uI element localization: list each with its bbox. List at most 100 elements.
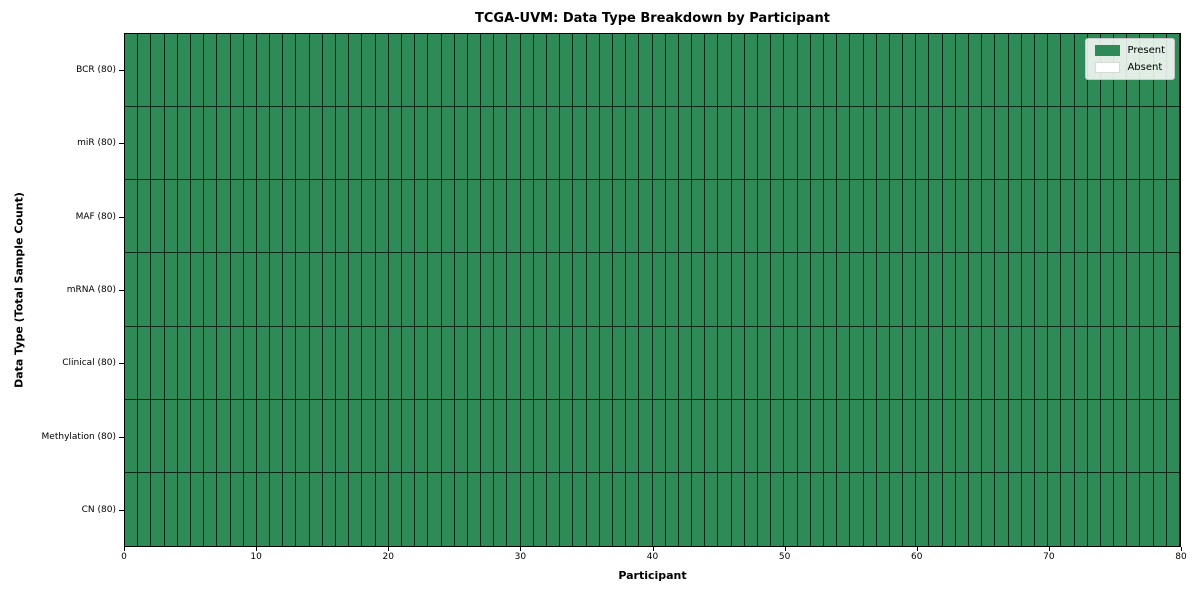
- heatmap-cell-present: [309, 399, 323, 473]
- heatmap-cell-present: [1153, 253, 1167, 327]
- heatmap-cell-present: [217, 326, 231, 400]
- heatmap-cell-present: [797, 180, 811, 254]
- heatmap-cell-present: [797, 107, 811, 181]
- heatmap-cell-present: [771, 107, 785, 181]
- heatmap-cell-present: [823, 399, 838, 473]
- heatmap-cell-present: [243, 326, 257, 400]
- heatmap-cell-present: [1061, 34, 1075, 108]
- heatmap-cell-present: [256, 34, 271, 108]
- heatmap-cell-present: [731, 472, 745, 546]
- heatmap-cell-present: [718, 399, 732, 473]
- heatmap-cell-present: [204, 253, 218, 327]
- heatmap-cell-present: [256, 399, 271, 473]
- heatmap-cell-present: [573, 472, 587, 546]
- heatmap-cell-present: [454, 399, 468, 473]
- heatmap-cell-present: [1140, 253, 1154, 327]
- heatmap-cell-present: [903, 34, 917, 108]
- heatmap-cell-present: [177, 399, 191, 473]
- heatmap-cell-present: [270, 326, 284, 400]
- heatmap-cell-present: [678, 472, 693, 546]
- heatmap-cell-present: [415, 399, 429, 473]
- heatmap-cell-present: [1021, 34, 1035, 108]
- heatmap-cell-present: [362, 326, 376, 400]
- heatmap-cell-present: [599, 326, 613, 400]
- heatmap-cell-present: [454, 34, 468, 108]
- heatmap-cell-present: [388, 107, 402, 181]
- heatmap-cell-present: [138, 399, 152, 473]
- heatmap-cell-present: [599, 34, 613, 108]
- heatmap-cell-present: [309, 472, 323, 546]
- heatmap-cell-present: [230, 107, 244, 181]
- heatmap-cell-present: [1061, 180, 1075, 254]
- heatmap-cell-present: [1153, 180, 1167, 254]
- heatmap-cell-present: [507, 399, 521, 473]
- heatmap-cell-present: [388, 472, 402, 546]
- heatmap-cell-present: [401, 472, 416, 546]
- heatmap-cell-present: [903, 472, 917, 546]
- heatmap-cell-present: [995, 472, 1009, 546]
- heatmap-cell-present: [401, 326, 416, 400]
- heatmap-cell-present: [678, 326, 693, 400]
- heatmap-cell-present: [863, 107, 877, 181]
- heatmap-cell-present: [217, 399, 231, 473]
- heatmap-cell-present: [283, 326, 297, 400]
- heatmap-cell-present: [481, 472, 495, 546]
- heatmap-cell-present: [322, 399, 336, 473]
- heatmap-cell-present: [705, 253, 719, 327]
- heatmap-cell-present: [322, 107, 336, 181]
- heatmap-cell-present: [217, 34, 231, 108]
- heatmap-cell-present: [415, 34, 429, 108]
- heatmap-cell-present: [401, 253, 416, 327]
- heatmap-cell-present: [652, 180, 666, 254]
- heatmap-cell-present: [797, 326, 811, 400]
- legend-swatch-absent: [1095, 62, 1121, 73]
- heatmap-cell-present: [322, 253, 336, 327]
- heatmap-cell-present: [560, 180, 574, 254]
- heatmap-cell-present: [771, 472, 785, 546]
- heatmap-cell-present: [138, 253, 152, 327]
- y-tick-mark: [119, 143, 124, 145]
- heatmap-cell-present: [692, 399, 706, 473]
- heatmap-cell-present: [665, 472, 679, 546]
- y-tick-label: miR (80): [77, 138, 116, 149]
- heatmap-cell-present: [296, 399, 310, 473]
- heatmap-cell-present: [1048, 472, 1062, 546]
- heatmap-cell-present: [1166, 253, 1180, 327]
- heatmap-cell-present: [428, 107, 442, 181]
- heatmap-cell-present: [995, 253, 1009, 327]
- heatmap-cell-present: [1034, 34, 1049, 108]
- y-tick-label: CN (80): [81, 505, 116, 516]
- heatmap-cell-present: [362, 180, 376, 254]
- heatmap-cell-present: [164, 107, 178, 181]
- heatmap-cell-present: [362, 107, 376, 181]
- heatmap-cell-present: [758, 472, 772, 546]
- heatmap-cell-present: [955, 326, 969, 400]
- heatmap-row: [125, 180, 1180, 254]
- heatmap-cell-present: [322, 34, 336, 108]
- heatmap-cell-present: [1087, 107, 1101, 181]
- heatmap-cell-present: [217, 472, 231, 546]
- heatmap-cell-present: [771, 34, 785, 108]
- heatmap-cell-present: [744, 180, 758, 254]
- heatmap-cell-present: [586, 180, 600, 254]
- heatmap-cell-present: [362, 253, 376, 327]
- heatmap-cell-present: [428, 180, 442, 254]
- heatmap-cell-present: [138, 472, 152, 546]
- heatmap-cell-present: [164, 472, 178, 546]
- heatmap-cell-present: [547, 253, 561, 327]
- heatmap-cell-present: [969, 472, 983, 546]
- heatmap-cell-present: [744, 472, 758, 546]
- heatmap-cell-present: [349, 34, 363, 108]
- heatmap-cell-present: [349, 326, 363, 400]
- heatmap-cell-present: [850, 107, 864, 181]
- heatmap-cell-present: [612, 34, 627, 108]
- heatmap-cell-present: [797, 253, 811, 327]
- heatmap-cell-present: [586, 107, 600, 181]
- heatmap-cell-present: [982, 326, 996, 400]
- heatmap-cell-present: [1127, 107, 1141, 181]
- heatmap-cell-present: [533, 34, 547, 108]
- heatmap-row: [125, 472, 1180, 546]
- heatmap-cell-present: [1114, 399, 1128, 473]
- heatmap-cell-present: [507, 107, 521, 181]
- heatmap-cell-present: [428, 34, 442, 108]
